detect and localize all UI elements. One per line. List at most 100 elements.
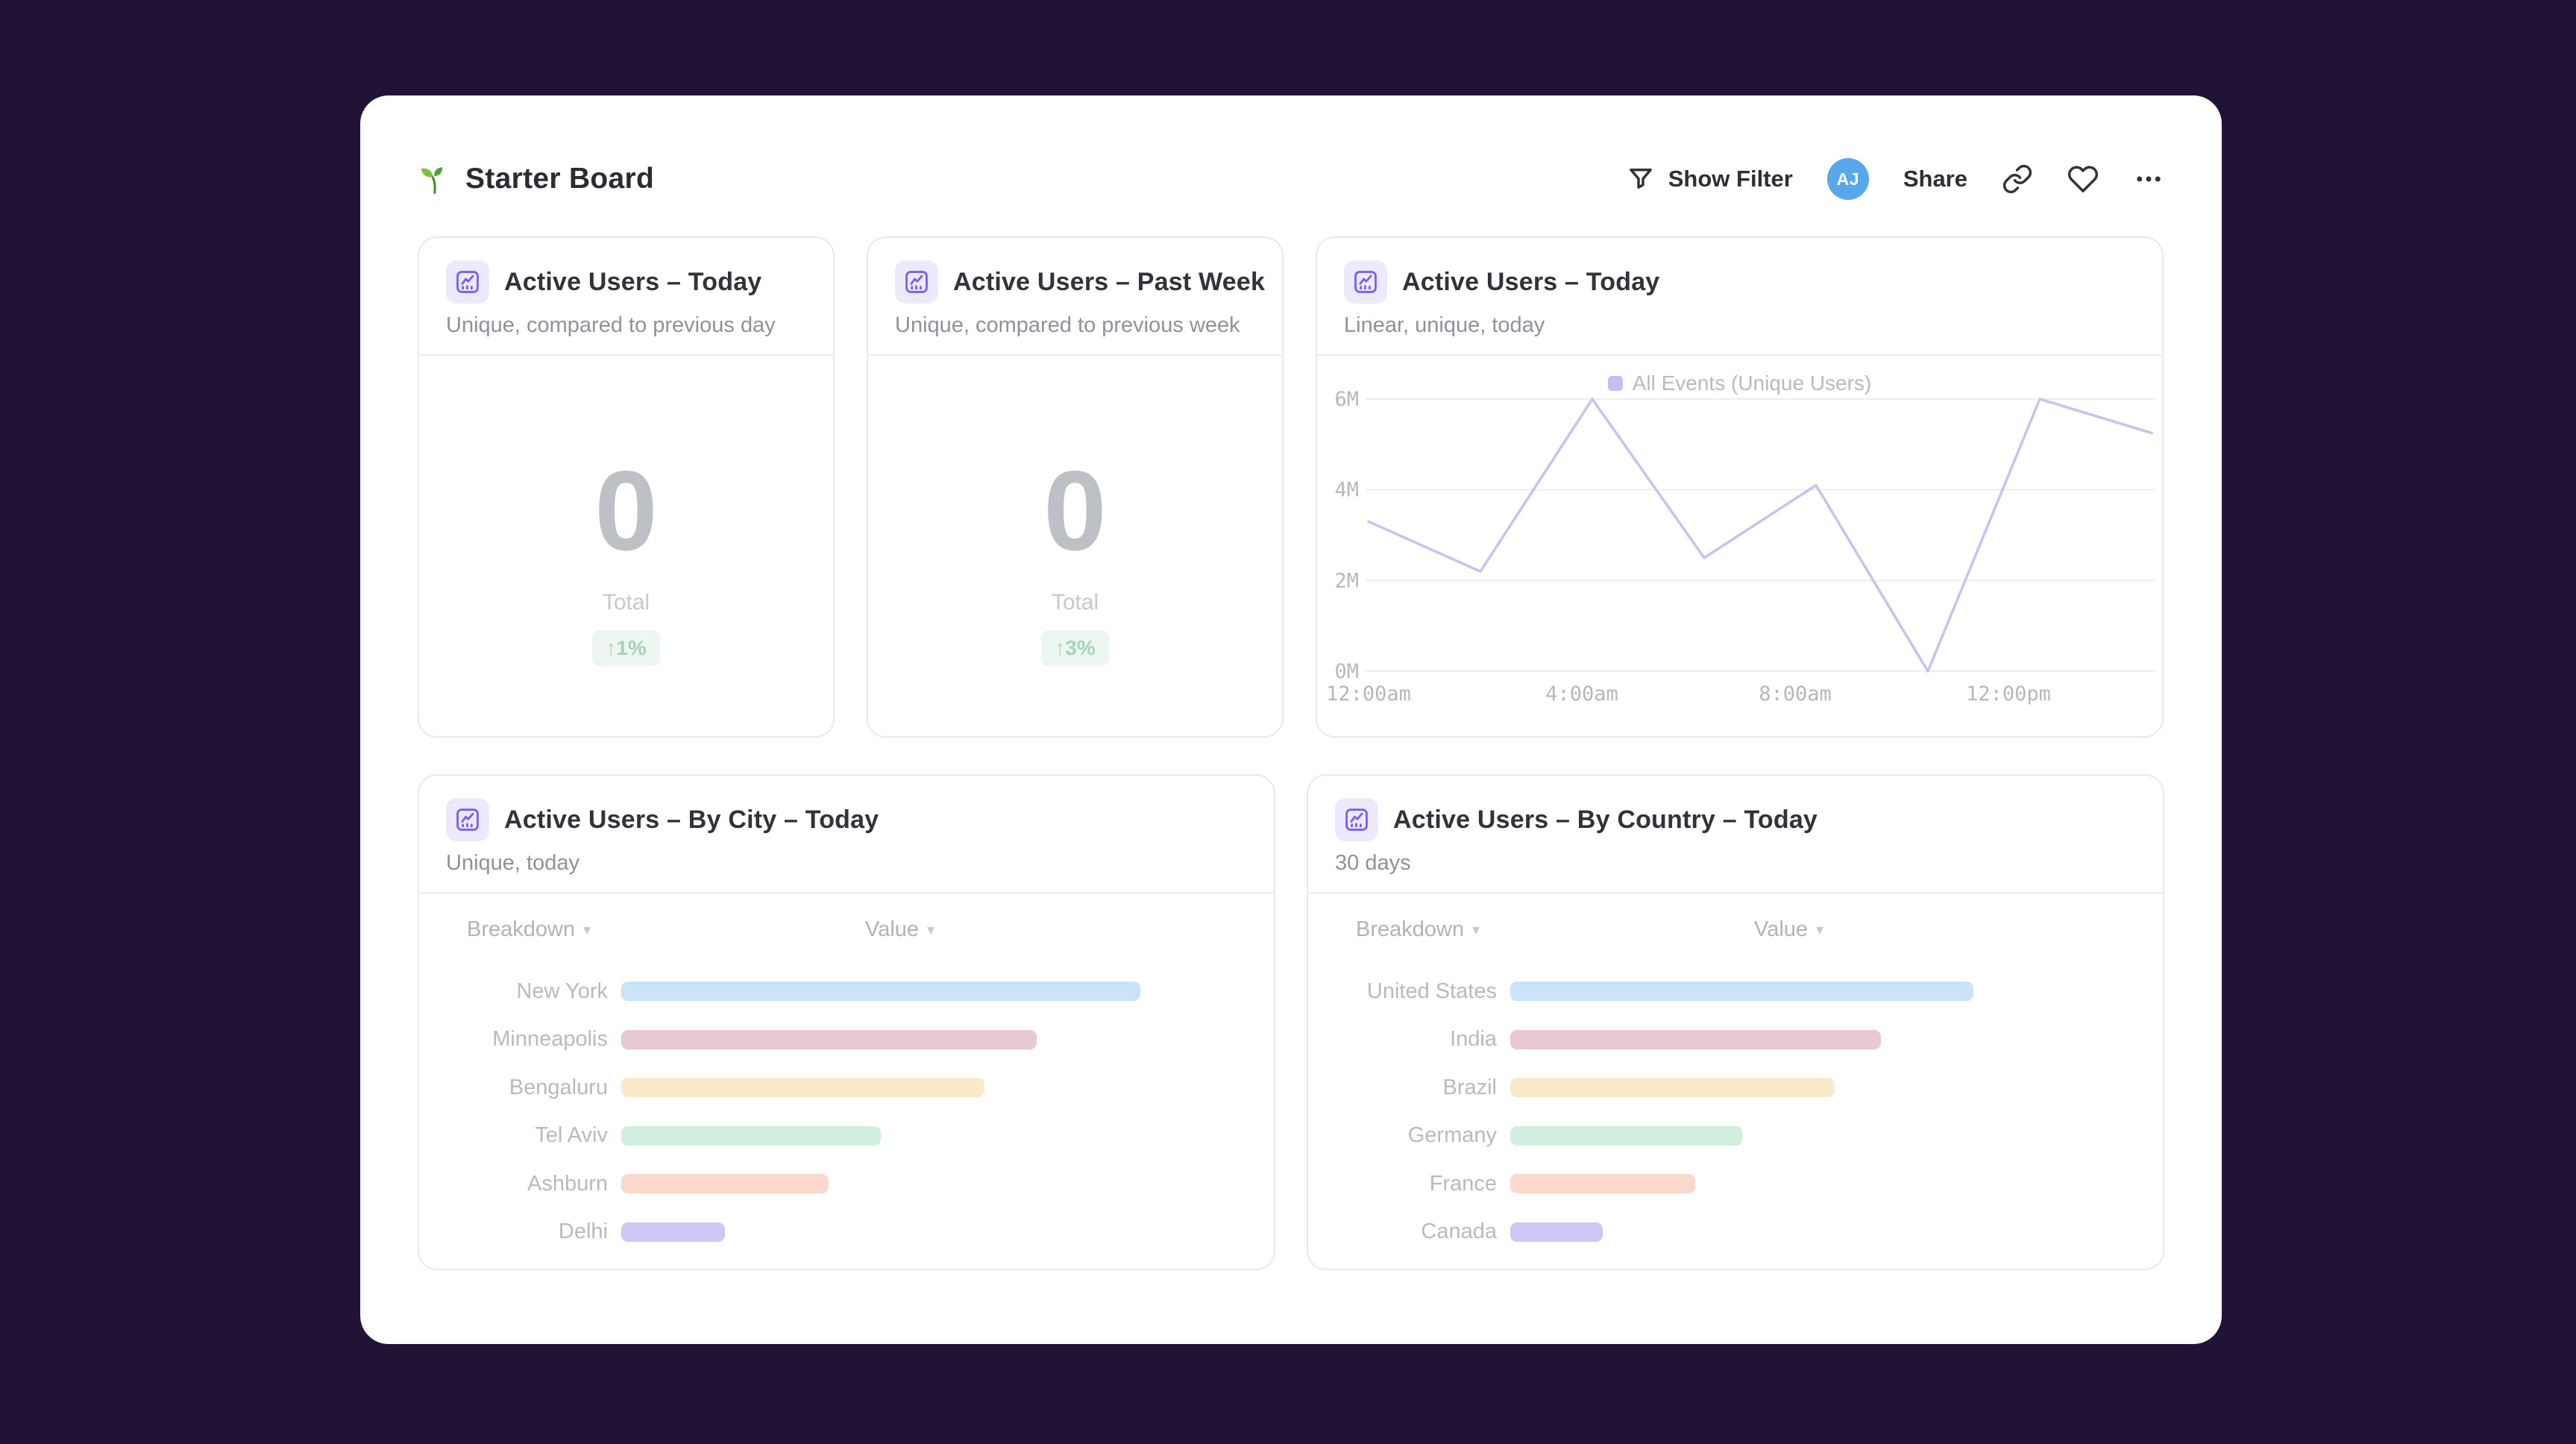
row-label: India	[1450, 1027, 1497, 1052]
table-row: France	[1308, 1160, 2163, 1208]
kpi-content: 0 Total ↑3%	[868, 356, 1282, 735]
line-chart: 0M 2M 4M 6M 12:00am 4:00am 8:00am 12:00pm	[1326, 388, 2155, 706]
row-label: Germany	[1407, 1123, 1497, 1148]
row-bar[interactable]	[1510, 1222, 1603, 1242]
y-axis-tick-label: 6M	[1334, 388, 1359, 411]
table-row: New York	[419, 967, 1274, 1016]
board-header: Starter Board Show Filter AJ Share	[418, 158, 2164, 200]
filter-icon	[1629, 169, 1652, 189]
card-header: Active Users – Today Linear, unique, tod…	[1317, 238, 2162, 356]
row-bar[interactable]	[1510, 1078, 1835, 1098]
heart-icon	[2067, 166, 2099, 192]
row-bar[interactable]	[1510, 1174, 1696, 1194]
chart-icon	[895, 260, 938, 304]
row-bar[interactable]	[621, 1126, 881, 1146]
x-axis-tick-label: 4:00am	[1545, 682, 1618, 706]
row-bar[interactable]	[1510, 982, 1973, 1002]
line-series	[1367, 398, 2153, 673]
table-row: Tel Aviv	[419, 1112, 1274, 1161]
y-axis-tick-label: 4M	[1334, 479, 1359, 502]
card-header: Active Users – By Country – Today 30 day…	[1308, 776, 2163, 894]
card-subtitle: Unique, compared to previous week	[895, 313, 1240, 337]
grid-row-bottom: Active Users – By City – Today Unique, t…	[418, 774, 2164, 1270]
card-subtitle: Linear, unique, today	[1344, 313, 1545, 337]
breakdown-table: Breakdown ▾ Value ▾ New York Minneapolis B…	[419, 894, 1274, 1269]
copy-link-button[interactable]	[2002, 163, 2033, 195]
card-header: Active Users – Past Week Unique, compare…	[868, 238, 1282, 356]
share-label: Share	[1903, 166, 1967, 192]
table-row: India	[1308, 1016, 2163, 1064]
chevron-down-icon: ▾	[927, 922, 935, 938]
table-row: Ashburn	[419, 1160, 1274, 1208]
kpi-total-label: Total	[1051, 590, 1099, 615]
country-rows: United States India Brazil Germany France Can…	[1308, 967, 2163, 1256]
row-label: Minneapolis	[492, 1027, 608, 1052]
page-title: Starter Board	[465, 163, 655, 195]
card-active-users-today: Active Users – Today Unique, compared to…	[418, 236, 835, 738]
link-icon	[2002, 164, 2032, 194]
breakdown-column-label: Breakdown	[467, 917, 576, 941]
y-axis-tick-label: 0M	[1334, 660, 1359, 683]
row-bar[interactable]	[621, 1029, 1037, 1049]
row-label: Delhi	[558, 1219, 608, 1244]
row-bar[interactable]	[621, 1174, 829, 1194]
kpi-value: 0	[594, 448, 658, 574]
table-row: Canada	[1308, 1208, 2163, 1257]
ellipsis-icon	[2137, 176, 2161, 182]
row-label: United States	[1366, 979, 1497, 1003]
grid-row-top: Active Users – Today Unique, compared to…	[418, 236, 2164, 738]
value-column-dropdown[interactable]: Value ▾	[1754, 917, 1823, 942]
chart-icon	[1335, 798, 1378, 841]
kpi-delta-badge: ↑1%	[592, 630, 660, 666]
avatar[interactable]: AJ	[1826, 158, 1869, 200]
breakdown-column-dropdown[interactable]: Breakdown ▾	[467, 917, 591, 942]
row-bar[interactable]	[621, 1078, 985, 1098]
x-axis-tick-label: 12:00am	[1326, 682, 1411, 706]
card-title: Active Users – Past Week	[953, 267, 1266, 296]
row-bar[interactable]	[621, 1222, 726, 1242]
chart-legend[interactable]: All Events (Unique Users)	[1317, 371, 2162, 395]
row-bar[interactable]	[1510, 1126, 1742, 1146]
legend-marker-icon	[1607, 376, 1623, 391]
value-column-dropdown[interactable]: Value ▾	[865, 917, 934, 942]
card-subtitle: Unique, today	[446, 851, 579, 875]
card-active-users-past-week: Active Users – Past Week Unique, compare…	[867, 236, 1284, 738]
card-subtitle: 30 days	[1335, 851, 1411, 875]
card-title: Active Users – Today	[504, 267, 762, 296]
table-row: Germany	[1308, 1112, 2163, 1161]
row-label: Brazil	[1442, 1075, 1497, 1099]
row-label: Bengaluru	[509, 1075, 608, 1099]
card-title: Active Users – By Country – Today	[1393, 805, 1818, 834]
board-title-group: Starter Board	[418, 162, 654, 196]
row-bar[interactable]	[1510, 1029, 1881, 1049]
row-label: New York	[516, 979, 608, 1003]
card-header: Active Users – Today Unique, compared to…	[419, 238, 833, 356]
kpi-delta-badge: ↑3%	[1041, 630, 1109, 666]
card-header: Active Users – By City – Today Unique, t…	[419, 776, 1274, 894]
kpi-value: 0	[1043, 448, 1107, 574]
table-row: Delhi	[419, 1208, 1274, 1257]
value-column-label: Value	[865, 917, 920, 941]
row-bar[interactable]	[621, 982, 1140, 1002]
share-button[interactable]: Share	[1903, 166, 1967, 192]
chart-icon	[446, 798, 489, 841]
card-active-users-line-chart: Active Users – Today Linear, unique, tod…	[1316, 236, 2164, 738]
row-label: Ashburn	[527, 1171, 608, 1196]
legend-label: All Events (Unique Users)	[1632, 371, 1872, 395]
favorite-button[interactable]	[2067, 163, 2099, 195]
card-active-users-by-city: Active Users – By City – Today Unique, t…	[418, 774, 1275, 1270]
card-active-users-by-country: Active Users – By Country – Today 30 day…	[1307, 774, 2164, 1270]
table-row: Minneapolis	[419, 1016, 1274, 1064]
chevron-down-icon: ▾	[1472, 922, 1480, 938]
header-actions: Show Filter AJ Share	[1625, 158, 2164, 200]
chevron-down-icon: ▾	[1816, 922, 1824, 938]
breakdown-table: Breakdown ▾ Value ▾ United States India Br…	[1308, 894, 2163, 1269]
chart-icon	[446, 260, 489, 304]
kpi-total-label: Total	[602, 590, 650, 615]
more-options-button[interactable]	[2133, 163, 2164, 195]
dashboard-container: Starter Board Show Filter AJ Share	[360, 95, 2222, 1344]
table-row: Brazil	[1308, 1064, 2163, 1112]
breakdown-column-dropdown[interactable]: Breakdown ▾	[1356, 917, 1480, 942]
kpi-content: 0 Total ↑1%	[419, 356, 833, 735]
show-filter-button[interactable]: Show Filter	[1625, 163, 1793, 195]
